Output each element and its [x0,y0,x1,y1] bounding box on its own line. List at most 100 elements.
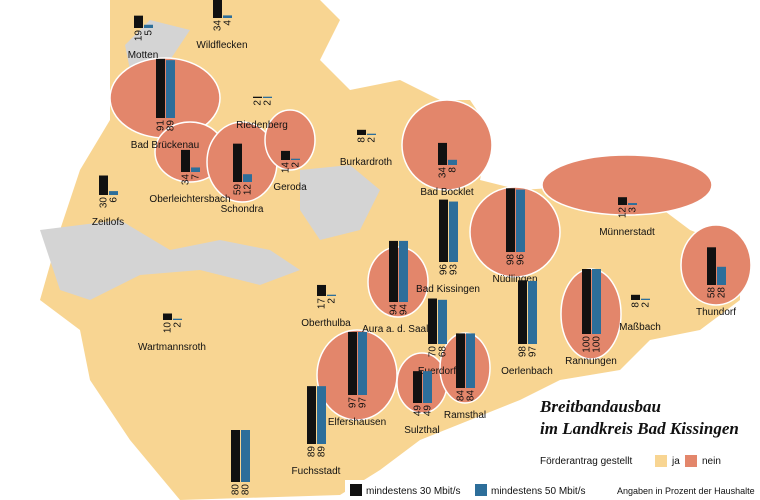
municipality-name: Oberthulba [301,318,351,329]
value-label: 97 [348,397,359,409]
bar [134,15,143,28]
forest-area [125,20,190,70]
bar [156,58,165,118]
value-label: 93 [449,264,460,276]
value-label: 6 [109,197,120,203]
value-label: 97 [358,397,369,409]
bar [348,331,357,395]
value-label: 10 [163,322,174,334]
bar [518,280,527,344]
value-label: 84 [466,390,477,402]
value-label: 2 [367,137,378,143]
value-label: 2 [327,298,338,304]
bar [243,174,252,182]
bar [181,149,190,172]
value-label: 89 [307,446,318,458]
legend-label: nein [702,456,721,467]
municipality-name: Motten [128,50,159,61]
municipality-name: Bad Brückenau [131,140,199,151]
bar [413,371,422,403]
bar [357,129,366,135]
bar [439,199,448,262]
value-label: 98 [506,254,517,266]
value-label: 89 [317,446,328,458]
municipality-name: Maßbach [619,322,661,333]
value-label: 34 [181,174,192,186]
value-label: 34 [438,167,449,179]
legend-label: mindestens 50 Mbit/s [491,486,586,497]
bar [191,167,200,172]
bar [528,280,537,344]
bar [582,269,591,334]
municipality-name: Rannungen [565,356,617,367]
bar [307,386,316,444]
value-label: 12 [618,207,629,219]
bar [449,201,458,262]
bar [163,313,172,320]
bar [438,299,447,344]
legend-swatch [685,455,697,467]
value-label: 80 [241,484,252,496]
municipality-name: Elfershausen [328,417,386,428]
value-label: 8 [357,137,368,143]
legend-note: Angaben in Prozent der Haushalte [617,486,755,496]
bar [144,24,153,28]
value-label: 2 [641,302,652,308]
bar [358,331,367,395]
bar [317,386,326,444]
value-label: 89 [166,120,177,132]
municipality-name: Fuchsstadt [292,466,341,477]
bar [233,143,242,182]
bar [367,133,376,135]
value-label: 7 [191,174,202,180]
value-label: 8 [448,167,459,173]
bar [448,159,457,165]
value-label: 58 [707,287,718,299]
bar [109,191,118,195]
legend-label: ja [671,456,680,467]
value-label: 4 [223,20,234,26]
value-label: 84 [456,390,467,402]
bar [241,430,250,482]
municipality-name: Zeitlofs [92,217,124,228]
municipality-name: Wildflecken [196,40,247,51]
legend-title: Breitbandausbau [539,397,661,416]
bar [223,15,232,18]
value-label: 100 [592,336,603,353]
value-label: 28 [717,287,728,299]
bar [166,60,175,118]
bar [592,269,601,334]
bar [291,158,300,160]
value-label: 94 [389,304,400,316]
bar [466,333,475,388]
municipality-name: Oerlenbach [501,366,553,377]
municipality-name: Wartmannsroth [138,342,206,353]
value-label: 8 [631,302,642,308]
bar [641,298,650,300]
value-label: 91 [156,120,167,132]
value-label: 2 [291,162,302,168]
legend-label: Förderantrag gestellt [540,456,632,467]
value-label: 3 [628,207,639,213]
bar [456,333,465,388]
bar [263,96,272,98]
value-label: 59 [233,184,244,196]
bar [399,240,408,302]
legend-label: mindestens 30 Mbit/s [366,486,461,497]
legend-swatch [350,484,362,496]
bar [99,175,108,195]
municipality-name: Bad Bocklet [420,187,474,198]
value-label: 2 [263,100,274,106]
value-label: 2 [253,100,264,106]
bar [438,142,447,165]
value-label: 2 [173,322,184,328]
bar [631,294,640,300]
value-label: 70 [428,346,439,358]
bar [428,298,437,344]
value-label: 19 [134,30,145,42]
value-label: 98 [518,346,529,358]
municipality-name: Aura a. d. Saale [362,324,434,335]
municipality-area [264,109,316,171]
municipality-name: Thundorf [696,307,736,318]
